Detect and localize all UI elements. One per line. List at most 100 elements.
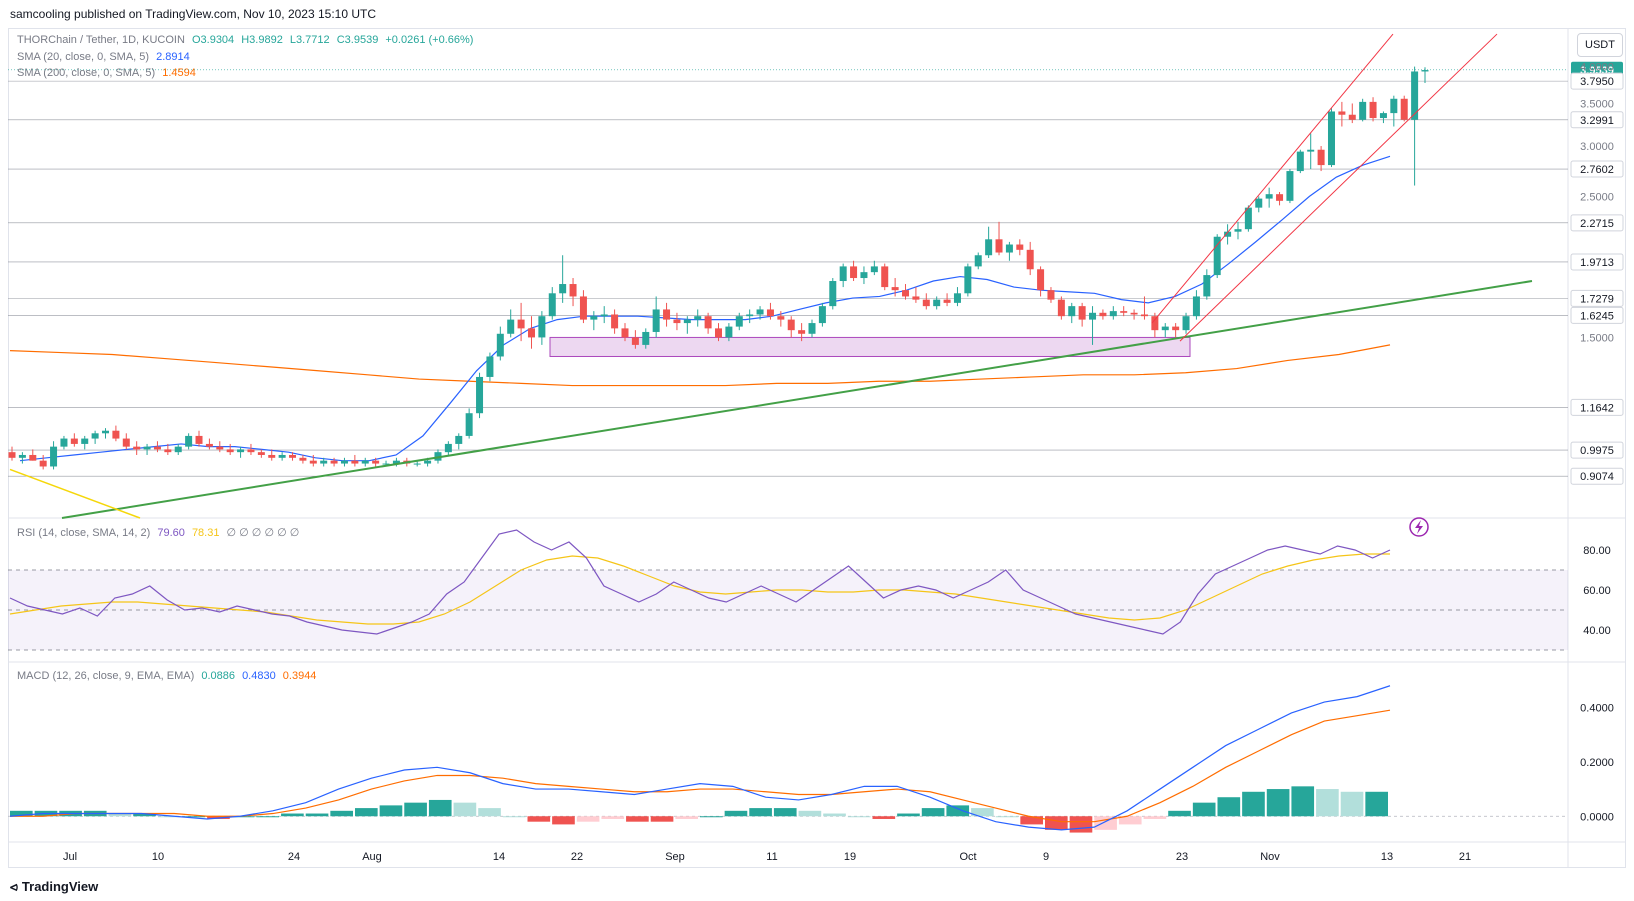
sma20-label: SMA (20, close, 0, SMA, 5) (17, 51, 150, 63)
candle-body (891, 287, 899, 291)
candle-body (143, 446, 151, 450)
candle-body (1317, 149, 1325, 166)
currency-button[interactable]: USDT (1577, 33, 1623, 57)
candle-body (683, 319, 691, 324)
macd-signal-value: 0.3944 (282, 670, 317, 682)
candle-body (195, 435, 203, 444)
open-value: O3.9304 (191, 34, 235, 46)
footer-brand-label: TradingView (21, 879, 99, 894)
rsi-line (9, 529, 1391, 635)
candle-body (1182, 316, 1190, 331)
macd-histogram-bar (1242, 791, 1265, 817)
candle-body (330, 460, 338, 464)
candle-body (756, 309, 764, 315)
time-tick-label: 24 (288, 851, 300, 863)
macd-histogram-bar (872, 816, 896, 819)
candle-body (912, 296, 920, 300)
candle-body (1140, 314, 1148, 317)
candle-body (1151, 316, 1159, 331)
macd-histogram-bar (1045, 816, 1068, 830)
time-tick-label: 21 (1459, 851, 1471, 863)
macd-histogram-bar (1340, 791, 1364, 817)
candle-body (185, 435, 193, 447)
candle-body (746, 314, 754, 317)
macd-histogram-bar (231, 816, 255, 818)
price-label-box (1570, 289, 1624, 307)
macd-tick-label: 0.2000 (1580, 757, 1614, 769)
candle-body (818, 306, 826, 324)
macd-histogram-bar (724, 810, 748, 817)
macd-histogram-bar (626, 816, 649, 822)
trendline-support (61, 280, 1533, 519)
candle-body (974, 255, 982, 267)
candle-body (725, 326, 733, 338)
candle-body (1068, 306, 1076, 317)
trendline-channel-lower (1179, 33, 1498, 342)
time-tick-label: Aug (362, 851, 382, 863)
candle-body (247, 449, 255, 453)
time-tick-label: 19 (844, 851, 856, 863)
macd-histogram-bar (1217, 797, 1241, 817)
candle-body (60, 438, 68, 447)
rsi-ma-line (9, 553, 1390, 625)
macd-histogram-bar (773, 808, 797, 817)
macd-histogram-bar (847, 816, 871, 818)
candle-body (1379, 113, 1387, 119)
candle-body (1286, 171, 1294, 201)
trendline-descending (9, 468, 141, 519)
time-tick-label: 22 (571, 851, 583, 863)
chart-frame (8, 28, 1626, 868)
macd-histogram-bar (1118, 816, 1142, 825)
candle-body (517, 319, 525, 329)
rsi-extra: ∅ ∅ ∅ ∅ ∅ ∅ (226, 527, 300, 539)
footer-brand: ⪦ TradingView (10, 878, 98, 895)
candle-body (1411, 71, 1419, 120)
candle-body (548, 293, 556, 317)
candle-body (351, 460, 359, 464)
macd-hist-value: 0.0886 (201, 670, 235, 682)
candle-body (216, 446, 224, 450)
lightning-icon[interactable] (1409, 517, 1429, 537)
candle-body (621, 328, 629, 338)
macd-histogram-bar (453, 802, 477, 817)
candle-body (392, 460, 400, 464)
candle-body (1109, 311, 1117, 317)
macd-histogram-bar (823, 813, 846, 817)
price-label: 2.2715 (1580, 218, 1614, 230)
candle-body (652, 309, 660, 332)
macd-histogram-bar (355, 808, 378, 817)
price-label: 1.6245 (1580, 310, 1614, 322)
macd-histogram-bar (1168, 810, 1191, 817)
candle-body (1172, 326, 1180, 331)
price-label-box (1570, 306, 1624, 324)
low-value: L3.7712 (289, 34, 330, 46)
sma200-line (9, 344, 1391, 387)
candle-body (1130, 312, 1138, 315)
candle-body (50, 446, 58, 467)
price-label: 3.7950 (1580, 76, 1614, 88)
macd-histogram-bar (995, 816, 1019, 818)
candle-body (164, 449, 172, 453)
price-label-box (1570, 253, 1624, 271)
price-tick-label: 3.5000 (1580, 98, 1614, 110)
macd-histogram-bar (700, 816, 723, 818)
candle-body (257, 452, 265, 455)
macd-histogram-bar (157, 816, 181, 818)
macd-label: MACD (12, 26, close, 9, EMA, EMA) (17, 670, 195, 682)
candle-body (964, 266, 972, 294)
candle-body (1005, 244, 1013, 253)
candle-body (1338, 111, 1346, 115)
published-header: samcooling published on TradingView.com,… (10, 7, 376, 21)
macd-line (9, 685, 1391, 831)
candle-body (943, 299, 951, 303)
time-tick-label: 10 (152, 851, 164, 863)
candle-body (590, 316, 598, 320)
candle-body (112, 430, 120, 439)
candle-body (860, 272, 868, 279)
macd-signal-line (10, 709, 1391, 823)
rsi-tick-label: 60.00 (1583, 585, 1611, 597)
candle-body (102, 430, 110, 434)
macd-histogram-bar (1020, 816, 1043, 825)
candle-body (1047, 290, 1055, 300)
